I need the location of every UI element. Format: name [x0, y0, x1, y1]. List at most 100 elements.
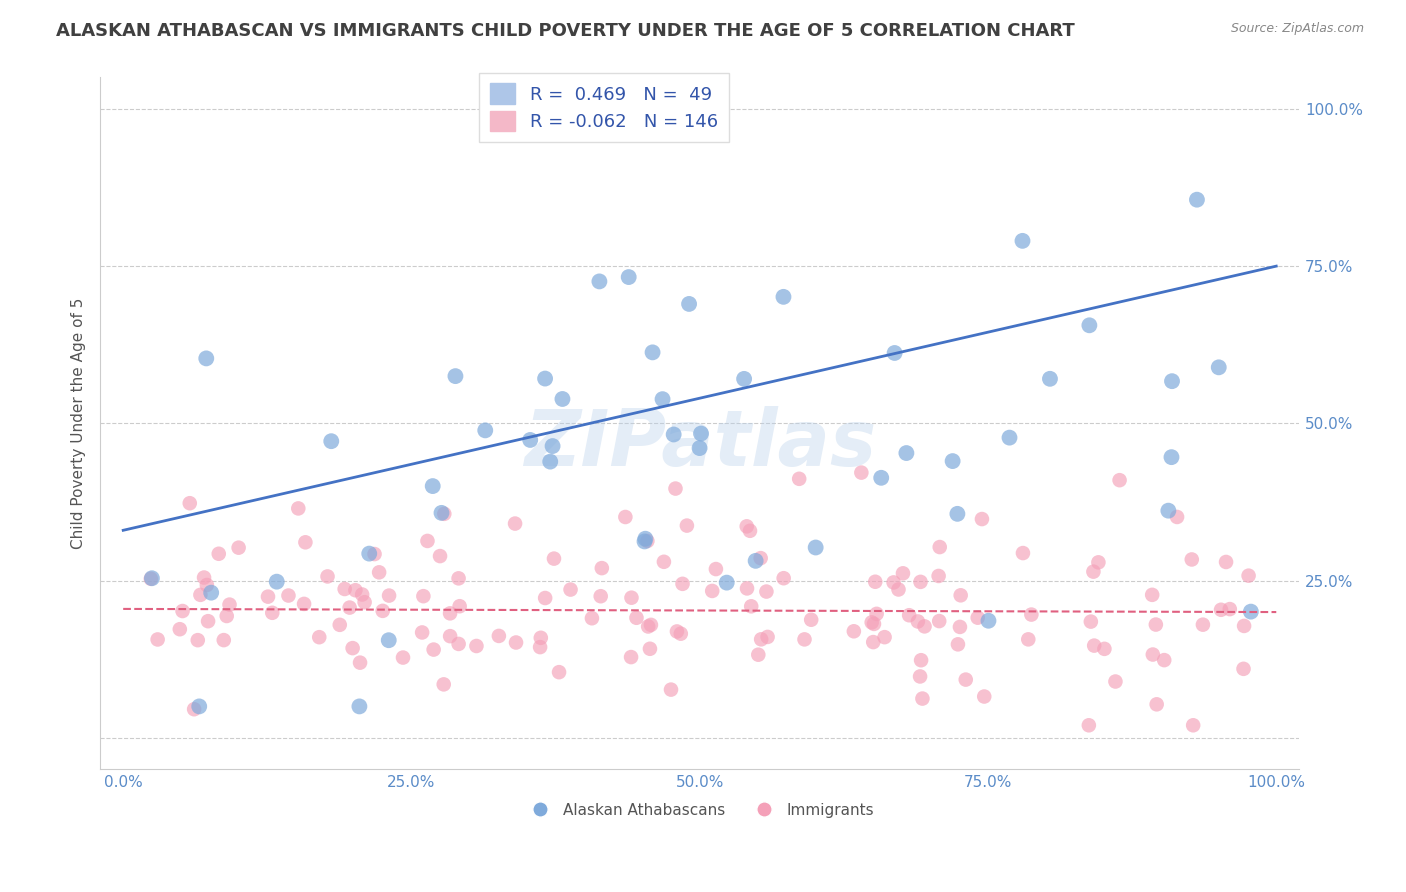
Point — [1219, 602, 1241, 616]
Point — [349, 656, 371, 670]
Point — [352, 587, 374, 601]
Point — [430, 506, 453, 520]
Point — [195, 578, 218, 592]
Point — [620, 591, 643, 605]
Point — [749, 632, 772, 647]
Point — [804, 541, 827, 555]
Point — [266, 574, 288, 589]
Point — [1104, 674, 1126, 689]
Point — [1140, 588, 1163, 602]
Point — [447, 637, 470, 651]
Point — [1078, 318, 1101, 333]
Point — [640, 618, 662, 632]
Point — [860, 615, 883, 630]
Point — [1209, 603, 1232, 617]
Point — [534, 371, 557, 385]
Point — [1142, 648, 1164, 662]
Point — [896, 446, 918, 460]
Point — [842, 624, 865, 639]
Point — [907, 615, 929, 629]
Point — [617, 270, 640, 285]
Text: ZIPatlas: ZIPatlas — [523, 406, 876, 483]
Point — [793, 632, 815, 647]
Point — [1237, 568, 1260, 582]
Point — [883, 575, 905, 590]
Point — [787, 472, 810, 486]
Point — [1021, 607, 1043, 622]
Point — [342, 641, 364, 656]
Point — [195, 351, 218, 366]
Point — [416, 533, 439, 548]
Point — [949, 620, 972, 634]
Point — [928, 569, 950, 583]
Point — [197, 614, 219, 628]
Point — [1011, 234, 1033, 248]
Point — [581, 611, 603, 625]
Point — [543, 551, 565, 566]
Point — [690, 426, 713, 441]
Point — [294, 535, 316, 549]
Point — [228, 541, 250, 555]
Point — [898, 608, 921, 623]
Point — [998, 431, 1021, 445]
Point — [172, 604, 194, 618]
Point — [1012, 546, 1035, 560]
Point — [371, 604, 394, 618]
Y-axis label: Child Poverty Under the Age of 5: Child Poverty Under the Age of 5 — [72, 298, 86, 549]
Point — [669, 626, 692, 640]
Point — [183, 702, 205, 716]
Point — [534, 591, 557, 605]
Point — [970, 512, 993, 526]
Point — [1185, 193, 1208, 207]
Point — [530, 631, 553, 645]
Point — [353, 595, 375, 609]
Point — [1083, 639, 1105, 653]
Point — [1080, 615, 1102, 629]
Point — [422, 479, 444, 493]
Point — [187, 633, 209, 648]
Point — [333, 582, 356, 596]
Point — [651, 392, 673, 406]
Point — [942, 454, 965, 468]
Point — [529, 640, 551, 654]
Point — [1146, 698, 1168, 712]
Point — [738, 524, 761, 538]
Point — [377, 633, 399, 648]
Point — [1094, 641, 1116, 656]
Point — [218, 598, 240, 612]
Point — [946, 507, 969, 521]
Point — [1108, 473, 1130, 487]
Point — [190, 588, 212, 602]
Point — [756, 630, 779, 644]
Point — [772, 571, 794, 585]
Point — [551, 392, 574, 406]
Text: ALASKAN ATHABASCAN VS IMMIGRANTS CHILD POVERTY UNDER THE AGE OF 5 CORRELATION CH: ALASKAN ATHABASCAN VS IMMIGRANTS CHILD P… — [56, 22, 1076, 40]
Point — [169, 622, 191, 636]
Point — [928, 540, 950, 554]
Point — [636, 533, 658, 548]
Point — [541, 439, 564, 453]
Point — [141, 571, 163, 585]
Point — [908, 669, 931, 683]
Point — [429, 549, 451, 563]
Point — [633, 534, 655, 549]
Point — [316, 569, 339, 583]
Point — [665, 624, 688, 639]
Point — [637, 619, 659, 633]
Point — [560, 582, 582, 597]
Point — [262, 606, 284, 620]
Point — [308, 630, 330, 644]
Point — [772, 290, 794, 304]
Point — [1153, 653, 1175, 667]
Point — [928, 614, 950, 628]
Point — [1160, 450, 1182, 465]
Point — [465, 639, 488, 653]
Point — [662, 427, 685, 442]
Text: Source: ZipAtlas.com: Source: ZipAtlas.com — [1230, 22, 1364, 36]
Point — [747, 648, 769, 662]
Point — [444, 369, 467, 384]
Point — [503, 516, 526, 531]
Point — [368, 566, 391, 580]
Point — [591, 561, 613, 575]
Point — [676, 518, 699, 533]
